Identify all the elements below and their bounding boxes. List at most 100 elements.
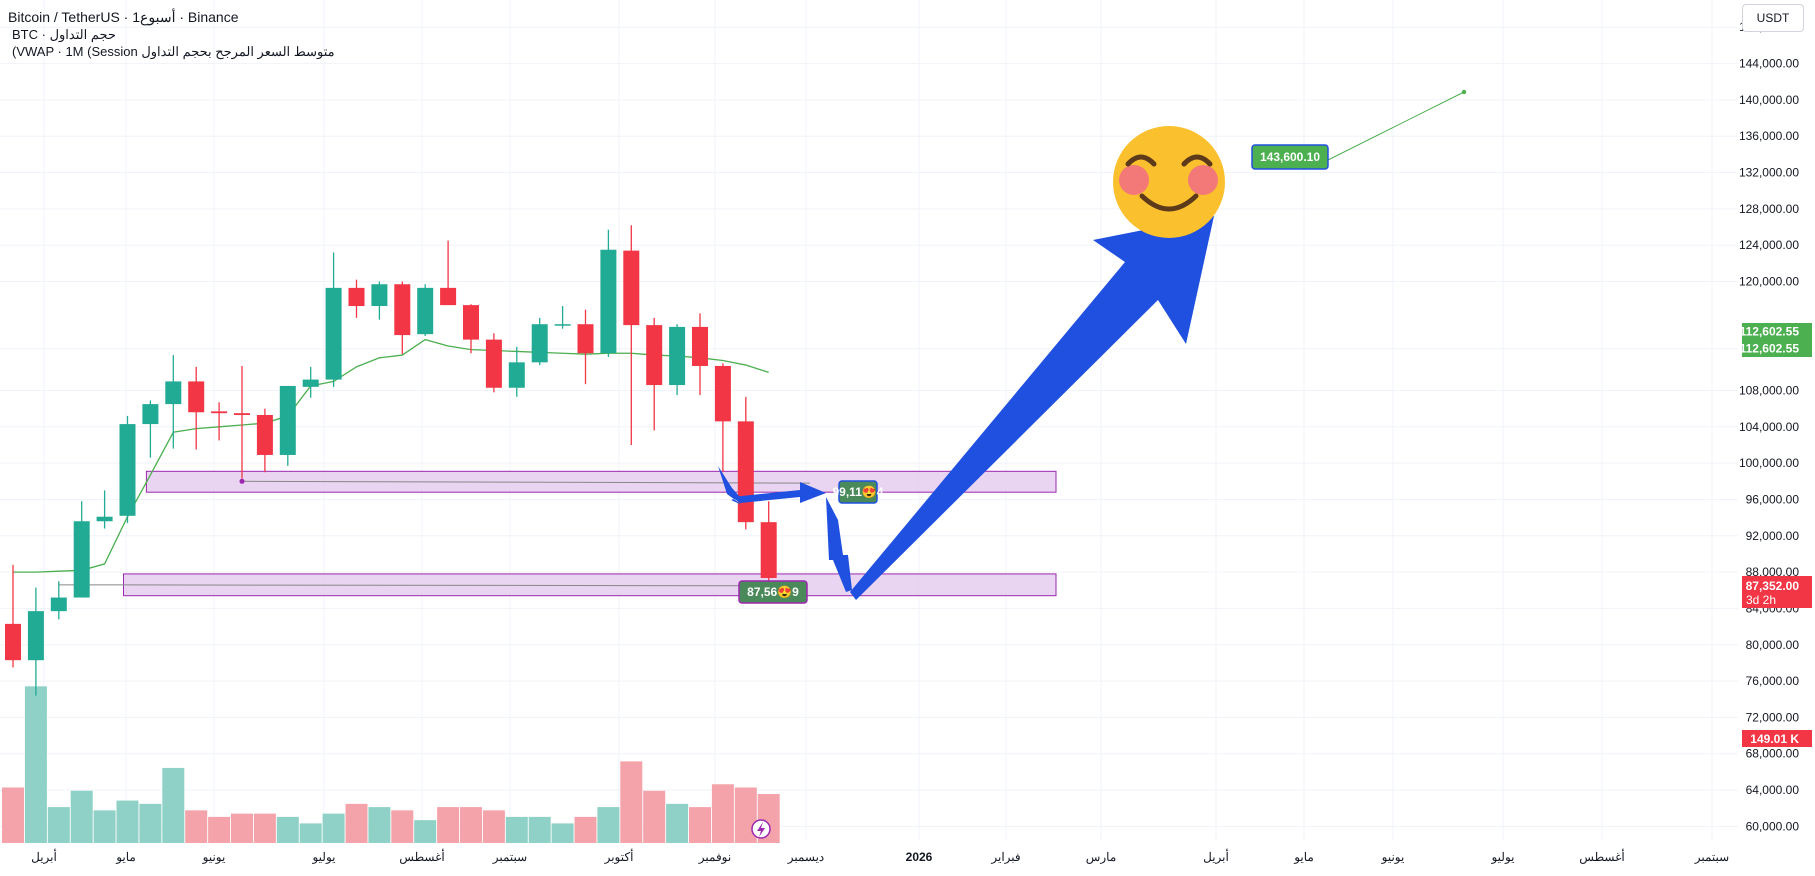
candle-body [737, 421, 754, 523]
candle-body [440, 287, 457, 306]
candle-body [302, 379, 319, 387]
symbol-title: Bitcoin / TetherUS · 1أسبوع · Binance [8, 9, 239, 25]
candle-body [211, 411, 228, 414]
candle-body [27, 611, 44, 661]
candle [485, 333, 502, 393]
volume-bar [482, 810, 505, 843]
candle [211, 402, 228, 441]
volume-bar [505, 816, 528, 843]
candle-body [623, 250, 640, 326]
candle-body [119, 424, 136, 516]
volume-bar [24, 686, 47, 843]
currency-button[interactable]: USDT [1742, 4, 1804, 32]
volume-bar [460, 807, 482, 843]
time-tick-label: ديسمبر [787, 850, 825, 864]
candle [577, 309, 594, 385]
candle-body [485, 339, 502, 388]
zone-label-lower-box [738, 580, 808, 604]
volume-bar [276, 816, 299, 843]
smiling-face-emoji [1113, 126, 1225, 238]
target-price-label-box [1251, 144, 1329, 170]
candle-body [50, 597, 67, 612]
candle-body [714, 365, 731, 422]
candle [96, 490, 113, 529]
price-tick-label: 104,000.00 [1739, 420, 1799, 434]
volume-bar [528, 816, 551, 843]
candle [73, 501, 90, 598]
candle-body [234, 413, 250, 416]
volume-bar [414, 820, 437, 843]
current-price-box [1742, 576, 1812, 608]
candle [165, 355, 182, 449]
price-tick-label: 120,000.00 [1739, 275, 1799, 289]
lightning-icon [751, 819, 771, 839]
price-axis: 148,000.00144,000.00140,000.00136,000.00… [1739, 20, 1799, 833]
price-tick-label: 64,000.00 [1746, 783, 1800, 797]
candle-body [73, 521, 90, 598]
vwap-price-tag-1: 112,602.55 [1740, 323, 1812, 340]
volume-bar [299, 823, 322, 843]
vwap-price-tag-2-text: 112,602.55 [1740, 342, 1800, 356]
volume-bar [689, 807, 711, 843]
support-zones [123, 470, 1057, 597]
candle [669, 324, 686, 396]
zone-label-upper: 99,11😍4 [833, 480, 884, 504]
vwap-line [13, 338, 769, 573]
time-tick-label: سبتمبر [1694, 850, 1729, 864]
volume-bar [620, 761, 643, 843]
candle-body [531, 324, 548, 363]
volume-tag-box [1742, 730, 1812, 747]
time-tick-label: يوليو [1490, 850, 1514, 864]
candle [325, 252, 342, 387]
volume-bar [391, 810, 414, 843]
volume-bar [253, 813, 276, 843]
candle-body [96, 516, 113, 522]
volume-bar [345, 803, 368, 843]
face-blush-left [1119, 165, 1149, 195]
candle-body [577, 324, 594, 354]
time-tick-label: مارس [1086, 850, 1117, 864]
volume-bar [574, 816, 597, 843]
price-tick-label: 100,000.00 [1739, 456, 1799, 470]
volume-bar [643, 790, 666, 843]
time-tick-label: نوفمبر [698, 850, 731, 864]
zone-label-lower-text: 87,56😍9 [747, 585, 799, 599]
time-tick-label: 2026 [906, 850, 933, 864]
candle [737, 396, 754, 530]
price-tick-label: 144,000.00 [1739, 57, 1799, 71]
time-tick-label: أغسطس [399, 849, 444, 864]
volume-series [2, 686, 780, 843]
target-price-label-text: 143,600.10 [1260, 150, 1320, 164]
face-blush-right [1188, 165, 1218, 195]
time-tick-label: يونيو [1381, 850, 1405, 864]
volume-bar [162, 767, 185, 843]
candle [142, 400, 159, 458]
candle [646, 317, 663, 431]
target-trend-point [1461, 89, 1467, 95]
candle [417, 284, 434, 336]
candle-body [508, 362, 525, 388]
candle [234, 365, 250, 479]
zone-connector-line [241, 480, 811, 484]
price-tick-label: 128,000.00 [1739, 202, 1799, 216]
candle-body [554, 324, 571, 326]
zone-label-upper-box [838, 480, 878, 504]
candle-body [279, 385, 296, 455]
volume-bar [551, 823, 574, 843]
countdown-text: 3d 2h [1746, 593, 1776, 607]
candle [440, 240, 457, 306]
candle [463, 304, 479, 354]
candle [5, 564, 21, 668]
candle [508, 346, 525, 397]
volume-tag: 149.01 K [1742, 730, 1812, 747]
candle-body [325, 287, 342, 380]
time-tick-label: يونيو [202, 850, 226, 864]
candle [302, 366, 319, 398]
arrow-down [826, 497, 852, 592]
price-tick-label: 132,000.00 [1739, 166, 1799, 180]
candle [256, 408, 273, 473]
lightning-icon-bolt [757, 822, 765, 837]
price-tick-label: 68,000.00 [1746, 747, 1800, 761]
